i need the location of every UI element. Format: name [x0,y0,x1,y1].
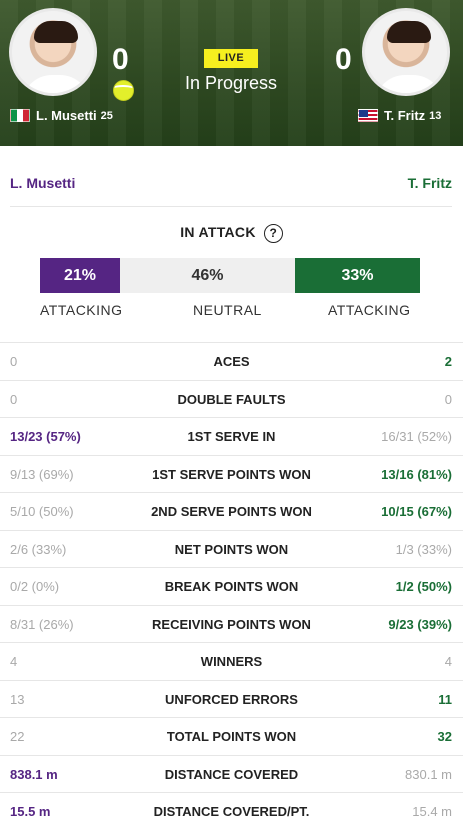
stat-left-value: 2/6 (33%) [10,541,67,557]
stat-right-value: 830.1 m [405,766,452,782]
stat-row-distance-covered-per-point: 15.5 m DISTANCE COVERED/PT. 15.4 m [0,792,463,830]
stat-label: TOTAL POINTS WON [166,729,297,744]
stats-table: 0 ACES 2 0 DOUBLE FAULTS 0 13/23 (57%) 1… [0,342,463,830]
stat-label: DOUBLE FAULTS [177,391,286,407]
player-avatar-fritz[interactable] [362,8,450,96]
stat-label: DISTANCE COVERED [164,766,299,782]
stat-right-value: 2 [444,354,452,369]
stat-row-break-points-won: 0/2 (0%) BREAK POINTS WON 1/2 (50%) [0,567,463,605]
attack-left-label: ATTACKING [40,302,123,318]
stat-right-value: 32 [437,729,452,744]
score-right: 0 [335,43,352,76]
stat-right-value: 10/15 (67%) [381,504,452,519]
stat-left-value: 838.1 m [10,766,58,782]
stat-row-first-serve-in: 13/23 (57%) 1ST SERVE IN 16/31 (52%) [0,417,463,455]
stat-left-value: 0 [10,391,18,407]
stat-right-value: 15.4 m [412,804,452,819]
players-names-row: L. Musetti T. Fritz [10,165,452,207]
avatar-hair [34,21,78,43]
usa-flag-icon [358,109,378,122]
stat-right-value: 1/2 (50%) [395,579,452,594]
avatar-shirt [375,75,443,93]
stat-row-double-faults: 0 DOUBLE FAULTS 0 [0,379,463,418]
stat-row-receiving-points-won: 8/31 (26%) RECEIVING POINTS WON 9/23 (39… [0,604,463,643]
stat-left-value: 8/31 (26%) [10,616,74,632]
stat-row-winners: 4 WINNERS 4 [0,642,463,680]
stat-row-first-serve-points-won: 9/13 (69%) 1ST SERVE POINTS WON 13/16 (8… [0,454,463,493]
avatar-hair [387,21,431,43]
stat-left-value: 5/10 (50%) [10,504,74,519]
stat-label: ACES [213,354,250,369]
stat-left-value: 0/2 (0%) [10,579,60,594]
stat-left-value: 22 [10,729,25,744]
stat-right-value: 11 [438,691,452,707]
match-status: In Progress [184,73,278,93]
attack-bar: 21% 46% 33% [40,258,420,293]
avatar-shirt [22,75,90,93]
stat-label: UNFORCED ERRORS [165,691,298,707]
help-circle-icon[interactable]: ? [263,224,283,243]
player-avatar-musetti[interactable] [9,8,97,96]
stat-right-value: 0 [444,391,452,407]
stat-label: 1ST SERVE POINTS WON [152,466,311,482]
italy-flag-icon [10,109,30,122]
player-name: T. Fritz [384,108,426,123]
attack-neutral-segment: 46% [191,267,224,284]
stat-right-value: 13/16 (81%) [381,466,452,482]
stat-label: NET POINTS WON [174,541,289,557]
stat-left-value: 0 [10,354,18,369]
stat-label: RECEIVING POINTS WON [152,616,311,632]
in-attack-title: IN ATTACK [180,224,256,241]
match-header: 0 LIVE In Progress 0 L. Musetti 25 T. Fr… [0,0,463,146]
player-label-right[interactable]: T. Fritz 13 [358,108,441,123]
stat-row-unforced-errors: 13 UNFORCED ERRORS 11 [0,679,463,718]
stat-right-value: 4 [444,654,452,669]
attack-right-label: ATTACKING [328,302,411,318]
player-label-left[interactable]: L. Musetti 25 [10,108,113,123]
score-left: 0 [112,43,129,76]
stat-left-value: 13 [10,691,25,707]
stat-right-value: 9/23 (39%) [388,616,452,632]
stat-row-aces: 0 ACES 2 [0,342,463,380]
stat-label: DISTANCE COVERED/PT. [153,804,310,819]
stat-row-distance-covered: 838.1 m DISTANCE COVERED 830.1 m [0,754,463,793]
attack-right-segment: 33% [295,258,420,293]
player-seed: 25 [100,109,113,122]
stat-label: 2ND SERVE POINTS WON [151,504,312,519]
stat-label: 1ST SERVE IN [187,429,276,444]
live-badge: LIVE [204,49,258,68]
stat-row-net-points-won: 2/6 (33%) NET POINTS WON 1/3 (33%) [0,529,463,568]
stat-right-value: 1/3 (33%) [395,541,452,557]
stat-label: BREAK POINTS WON [164,579,299,594]
stat-left-value: 9/13 (69%) [10,466,74,482]
player-seed: 13 [429,109,442,122]
in-attack-heading: IN ATTACK? [0,224,463,243]
stat-row-second-serve-points-won: 5/10 (50%) 2ND SERVE POINTS WON 10/15 (6… [0,492,463,530]
tennis-ball-icon [113,80,134,101]
attack-left-segment: 21% [40,258,120,293]
stat-left-value: 4 [10,654,18,669]
stat-left-value: 15.5 m [10,804,51,819]
right-player-name[interactable]: T. Fritz [407,175,452,191]
player-name: L. Musetti [36,108,97,123]
stat-label: WINNERS [200,654,263,669]
stat-row-total-points-won: 22 TOTAL POINTS WON 32 [0,717,463,755]
left-player-name[interactable]: L. Musetti [10,175,76,191]
stat-left-value: 13/23 (57%) [10,429,81,444]
stat-right-value: 16/31 (52%) [381,429,452,444]
attack-neutral-label: NEUTRAL [193,302,262,318]
